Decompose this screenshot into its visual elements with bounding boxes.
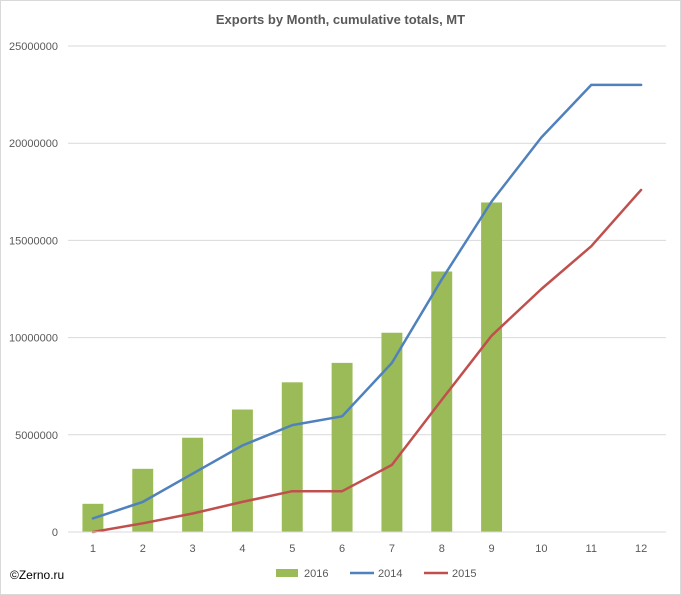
line-series-layer: [91, 83, 643, 534]
bar-2016: [132, 468, 154, 532]
bar-2016: [182, 437, 204, 532]
axes: 0 5000000 10000000 15000000 20000000 25000000…: [9, 41, 666, 555]
y-tick-label: 0: [52, 527, 58, 539]
legend-label-2016: 2016: [304, 568, 328, 580]
gridlines: [68, 45, 666, 436]
chart-title: Exports by Month, cumulative totals, MT: [215, 12, 466, 27]
y-tick-label: 10000000: [9, 333, 58, 345]
bar-2016: [381, 332, 403, 532]
x-tick-label: 6: [339, 543, 345, 555]
bar-2016: [331, 362, 353, 532]
x-tick-label: 12: [635, 543, 647, 555]
y-tick-label: 20000000: [9, 138, 58, 150]
x-tick-label: 10: [535, 543, 547, 555]
watermark: ©Zerno.ru: [10, 568, 65, 582]
y-tick-label: 25000000: [9, 41, 58, 53]
x-tick-label: 5: [289, 543, 295, 555]
x-tick-label: 2: [140, 543, 146, 555]
bar-2016: [481, 202, 503, 532]
x-tick-label: 1: [90, 543, 96, 555]
bar-series-layer: [82, 202, 503, 532]
x-tick-label: 9: [489, 543, 495, 555]
line-2014: [91, 83, 643, 520]
legend-label-2015: 2015: [452, 568, 476, 580]
line-2015: [91, 188, 643, 534]
y-tick-label: 5000000: [15, 430, 58, 442]
y-tick-label: 15000000: [9, 235, 58, 247]
legend: 2016 2014 2015: [276, 568, 476, 580]
x-tick-label: 3: [190, 543, 196, 555]
legend-label-2014: 2014: [378, 568, 402, 580]
bar-2016: [231, 409, 253, 532]
legend-swatch-2016: [276, 569, 298, 577]
x-tick-label: 4: [239, 543, 245, 555]
bar-2016: [281, 382, 303, 532]
x-tick-label: 11: [586, 543, 597, 555]
x-tick-label: 8: [439, 543, 445, 555]
x-tick-label: 7: [389, 543, 395, 555]
